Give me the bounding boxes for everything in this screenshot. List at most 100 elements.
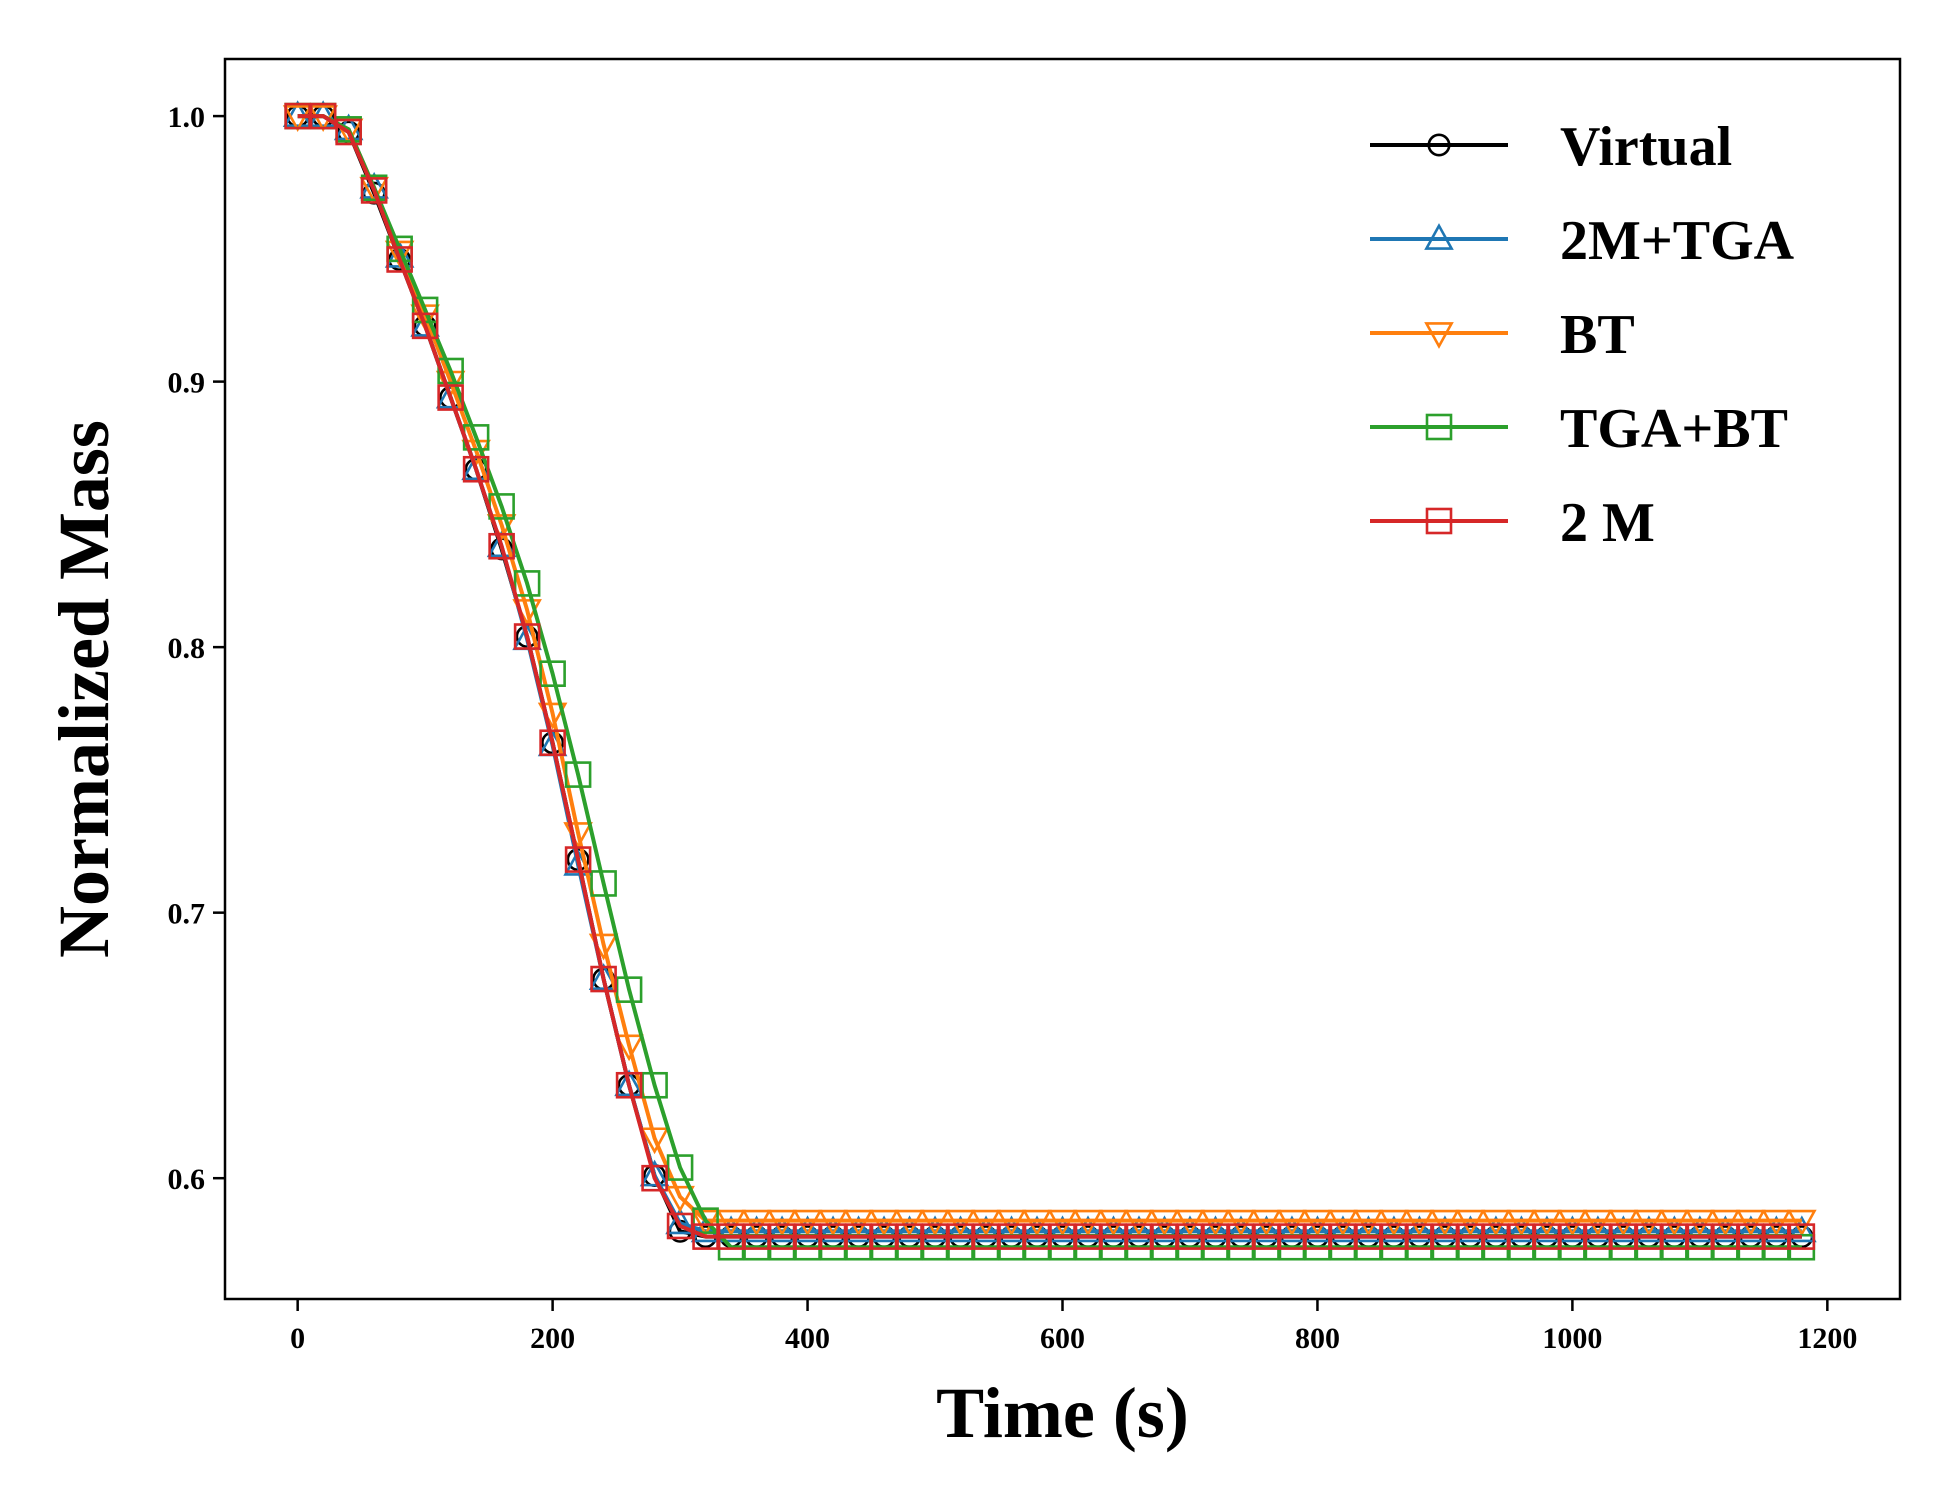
legend-item: 2 M xyxy=(1370,492,1655,554)
triangle-down-marker xyxy=(818,1209,848,1237)
triangle-up-marker xyxy=(359,171,389,199)
square-marker xyxy=(896,1223,923,1250)
square-marker xyxy=(539,660,566,687)
series-layer xyxy=(282,100,1817,1261)
square-marker xyxy=(1253,1223,1280,1250)
x-tick-label: 200 xyxy=(530,1322,575,1355)
triangle-down-marker xyxy=(1583,1209,1613,1237)
triangle-up-marker xyxy=(1149,1215,1180,1243)
square-marker xyxy=(1425,413,1453,441)
triangle-up-marker xyxy=(1481,1215,1511,1243)
square-marker xyxy=(564,846,592,873)
square-marker xyxy=(360,177,388,204)
square-marker xyxy=(615,1071,643,1099)
square-marker xyxy=(717,1223,745,1250)
triangle-up-marker xyxy=(818,1215,848,1243)
square-marker xyxy=(921,1223,949,1250)
legend-item: 2M+TGA xyxy=(1370,210,1795,272)
triangle-down-marker xyxy=(792,1209,823,1237)
triangle-up-marker xyxy=(1047,1215,1078,1243)
legend-label: 2 M xyxy=(1560,492,1655,554)
square-marker xyxy=(1074,1223,1102,1250)
triangle-down-marker xyxy=(1251,1209,1282,1237)
triangle-up-marker xyxy=(1424,223,1454,250)
legend-item: BT xyxy=(1370,304,1635,366)
square-marker xyxy=(1329,1223,1357,1250)
triangle-down-marker xyxy=(1481,1209,1511,1237)
triangle-down-marker xyxy=(971,1209,1001,1237)
series-line xyxy=(297,114,1802,1239)
square-marker xyxy=(437,357,464,385)
square-marker xyxy=(1686,1223,1714,1250)
triangle-up-marker xyxy=(971,1215,1001,1243)
triangle-up-marker xyxy=(792,1215,823,1243)
triangle-down-marker xyxy=(384,240,415,268)
triangle-down-marker xyxy=(843,1209,874,1237)
square-marker xyxy=(1661,1223,1688,1250)
triangle-up-marker xyxy=(1124,1215,1154,1243)
triangle-down-marker xyxy=(1226,1209,1256,1237)
triangle-down-marker xyxy=(639,1127,670,1155)
triangle-up-marker xyxy=(894,1215,925,1243)
square-marker xyxy=(1584,1223,1612,1250)
square-marker xyxy=(641,1071,668,1099)
square-marker xyxy=(1788,1223,1816,1250)
legend-label: TGA+BT xyxy=(1560,398,1788,460)
triangle-up-marker xyxy=(1251,1215,1282,1243)
triangle-down-marker xyxy=(1608,1209,1639,1237)
square-marker xyxy=(1425,507,1453,535)
square-marker xyxy=(641,1164,668,1192)
circle-marker xyxy=(1427,133,1451,157)
square-marker xyxy=(692,1223,719,1250)
square-marker xyxy=(998,1223,1025,1250)
triangle-down-marker xyxy=(1073,1209,1103,1237)
legend-label: BT xyxy=(1560,304,1635,366)
triangle-up-marker xyxy=(1022,1215,1052,1243)
triangle-down-marker xyxy=(1200,1209,1231,1237)
square-marker xyxy=(1304,1223,1331,1250)
triangle-down-marker xyxy=(665,1185,695,1213)
y-tick-label: 0.8 xyxy=(168,632,206,665)
y-tick-label: 0.6 xyxy=(168,1163,206,1196)
square-marker xyxy=(488,532,515,560)
triangle-up-marker xyxy=(1098,1215,1129,1243)
legend-label: 2M+TGA xyxy=(1560,210,1795,272)
triangle-up-marker xyxy=(1710,1215,1741,1243)
square-marker xyxy=(411,312,439,340)
triangle-down-marker xyxy=(1430,1209,1460,1237)
square-marker xyxy=(1457,1223,1484,1250)
legend-label: Virtual xyxy=(1560,116,1732,178)
triangle-up-marker xyxy=(1379,1215,1409,1243)
square-marker xyxy=(1355,1223,1382,1250)
series-2-m xyxy=(284,102,1816,1250)
square-marker xyxy=(794,1223,821,1250)
triangle-down-marker xyxy=(1710,1209,1741,1237)
triangle-down-marker xyxy=(1659,1209,1690,1237)
square-marker xyxy=(1125,1223,1153,1250)
y-axis-label: Normalized Mass xyxy=(44,420,124,958)
square-marker xyxy=(1227,1223,1255,1250)
triangle-down-marker xyxy=(1124,1209,1154,1237)
square-marker xyxy=(1176,1223,1204,1250)
triangle-down-marker xyxy=(1787,1209,1817,1237)
square-marker xyxy=(743,1223,770,1250)
square-marker xyxy=(947,1223,974,1250)
triangle-down-marker xyxy=(1098,1209,1129,1237)
triangle-down-marker xyxy=(1506,1209,1537,1237)
triangle-down-marker xyxy=(1634,1209,1664,1237)
square-marker xyxy=(819,1223,847,1250)
triangle-down-marker xyxy=(869,1209,899,1237)
triangle-down-marker xyxy=(741,1209,772,1237)
square-marker xyxy=(462,455,490,483)
triangle-down-marker xyxy=(716,1209,746,1237)
x-axis-label: Time (s) xyxy=(936,1373,1189,1453)
y-tick-label: 0.9 xyxy=(168,367,206,400)
square-marker xyxy=(870,1223,898,1250)
x-tick-label: 1000 xyxy=(1542,1322,1602,1355)
square-marker xyxy=(564,761,592,788)
triangle-down-marker xyxy=(1404,1209,1435,1237)
square-marker xyxy=(513,623,541,650)
square-marker xyxy=(666,1154,694,1181)
triangle-up-marker xyxy=(1532,1215,1562,1243)
triangle-up-marker xyxy=(1736,1215,1766,1243)
